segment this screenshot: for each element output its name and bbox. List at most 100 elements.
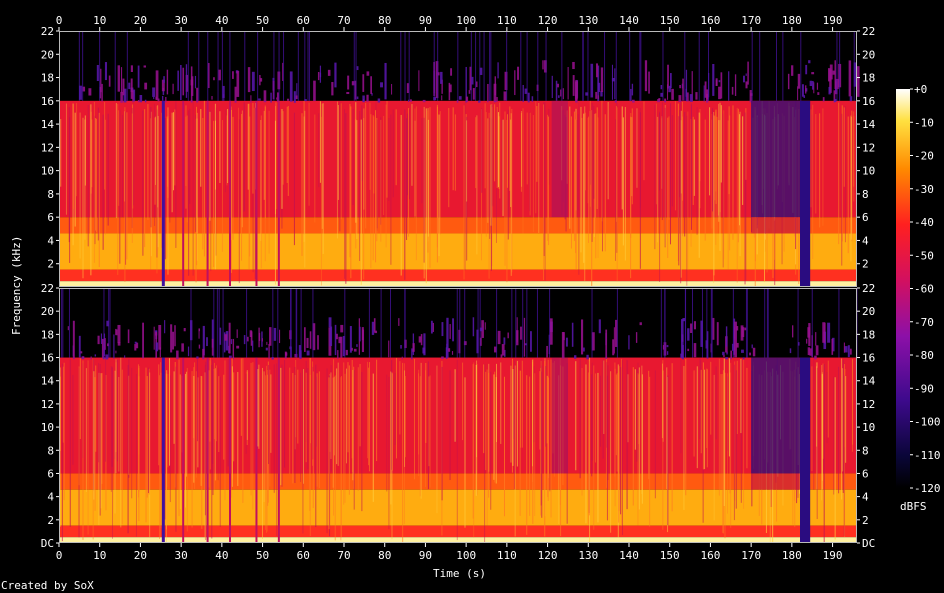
y-tick-label-left: 16 (41, 95, 54, 108)
transient-dip (206, 100, 209, 288)
x-tick-label-top: 130 (578, 14, 598, 27)
y-tick-label-left: 12 (41, 141, 54, 154)
x-axis-label: Time (s) (433, 567, 486, 580)
y-tick-label-right: 2 (862, 258, 869, 271)
y-tick-label-right: 4 (862, 234, 869, 247)
x-tick-label-top: 50 (256, 14, 269, 27)
y-tick-label-right: 22 (862, 282, 875, 295)
colorbar-unit-label: dBFS (900, 500, 927, 513)
y-tick-label-right: DC (862, 537, 875, 550)
channel-1-frame (59, 31, 857, 287)
x-tick-label-top: 80 (378, 14, 391, 27)
dc-band-energy (59, 281, 857, 287)
x-tick-label-bottom: 170 (741, 549, 761, 562)
colorbar-tick-label: -110 (914, 449, 941, 462)
y-tick-label-right: 12 (862, 141, 875, 154)
colorbar-tick-label: -30 (914, 183, 934, 196)
x-tick-label-bottom: 30 (175, 549, 188, 562)
y-tick-label-left: 10 (41, 165, 54, 178)
transient-dip (277, 100, 280, 288)
transient-dip (206, 357, 209, 543)
colorbar-tick-label: -80 (914, 349, 934, 362)
channel-2-spectrogram (59, 288, 858, 543)
x-tick-label-top: 70 (337, 14, 350, 27)
y-axis-label: Frequency (kHz) (10, 235, 23, 335)
y-tick-label-left: 22 (41, 282, 54, 295)
high-band-energy (59, 100, 857, 218)
transient-dip (255, 357, 258, 543)
x-tick-label-bottom: 180 (782, 549, 802, 562)
transient-dip (277, 357, 280, 543)
x-tick-label-bottom: 190 (823, 549, 843, 562)
transient-dip (229, 100, 231, 288)
transient-dip (182, 100, 185, 288)
transient-dip (255, 100, 258, 288)
transient-dip (229, 357, 231, 543)
y-tick-label-left: 18 (41, 72, 54, 85)
x-tick-label-bottom: 50 (256, 549, 269, 562)
x-tick-label-top: 180 (782, 14, 802, 27)
y-tick-label-right: 4 (862, 491, 869, 504)
y-tick-label-left: 2 (47, 258, 54, 271)
y-tick-label-right: 16 (862, 352, 875, 365)
y-tick-label-right: 20 (862, 305, 875, 318)
dc-band-energy (59, 537, 857, 543)
x-tick-label-bottom: 60 (297, 549, 310, 562)
y-tick-label-left: 2 (47, 514, 54, 527)
x-tick-label-top: 170 (741, 14, 761, 27)
mid-band-energy (59, 233, 857, 270)
x-tick-label-top: 150 (660, 14, 680, 27)
y-tick-label-right: 10 (862, 165, 875, 178)
x-tick-label-top: 120 (538, 14, 558, 27)
y-tick-label-left: DC (41, 537, 54, 550)
y-tick-label-left: 8 (47, 444, 54, 457)
colorbar-tick-label: -100 (914, 416, 941, 429)
x-tick-label-bottom: 110 (497, 549, 517, 562)
x-tick-label-bottom: 130 (578, 549, 598, 562)
y-tick-label-left: 6 (47, 467, 54, 480)
y-tick-label-right: 16 (862, 95, 875, 108)
y-tick-label-left: 16 (41, 352, 54, 365)
x-tick-label-bottom: 100 (456, 549, 476, 562)
x-tick-label-top: 30 (175, 14, 188, 27)
y-tick-label-left: 4 (47, 491, 54, 504)
y-tick-label-right: 14 (862, 375, 876, 388)
y-tick-label-left: 8 (47, 188, 54, 201)
colorbar-tick-label: -10 (914, 116, 934, 129)
y-tick-label-left: 10 (41, 421, 54, 434)
y-tick-label-right: 20 (862, 48, 875, 61)
y-tick-label-left: 14 (41, 375, 55, 388)
x-tick-label-top: 90 (419, 14, 432, 27)
y-tick-label-right: 8 (862, 188, 869, 201)
channel-2-frame (59, 288, 857, 543)
x-tick-label-bottom: 150 (660, 549, 680, 562)
x-tick-label-top: 140 (619, 14, 639, 27)
colorbar-tick-label: -70 (914, 316, 934, 329)
y-tick-label-right: 18 (862, 72, 875, 85)
y-tick-label-right: 12 (862, 398, 875, 411)
y-tick-label-right: 22 (862, 25, 875, 38)
y-tick-label-right: 6 (862, 467, 869, 480)
x-tick-label-top: 20 (134, 14, 147, 27)
colorbar-tick-label: -40 (914, 216, 934, 229)
x-tick-label-bottom: 10 (93, 549, 106, 562)
y-tick-label-left: 12 (41, 398, 54, 411)
transient-dip (182, 357, 185, 543)
x-tick-label-bottom: 120 (538, 549, 558, 562)
footer-credit: Created by SoX (1, 579, 94, 592)
channel-1-spectrogram (59, 31, 860, 288)
x-tick-label-top: 10 (93, 14, 106, 27)
x-tick-label-bottom: 20 (134, 549, 147, 562)
x-tick-label-bottom: 0 (56, 549, 63, 562)
y-tick-label-right: 2 (862, 514, 869, 527)
y-tick-label-left: 14 (41, 118, 55, 131)
y-tick-label-left: 4 (47, 234, 54, 247)
y-tick-label-right: 10 (862, 421, 875, 434)
x-tick-label-top: 190 (823, 14, 843, 27)
transient-dip (161, 357, 165, 543)
x-tick-label-bottom: 140 (619, 549, 639, 562)
x-tick-label-bottom: 90 (419, 549, 432, 562)
y-tick-label-left: 20 (41, 48, 54, 61)
x-tick-label-top: 100 (456, 14, 476, 27)
